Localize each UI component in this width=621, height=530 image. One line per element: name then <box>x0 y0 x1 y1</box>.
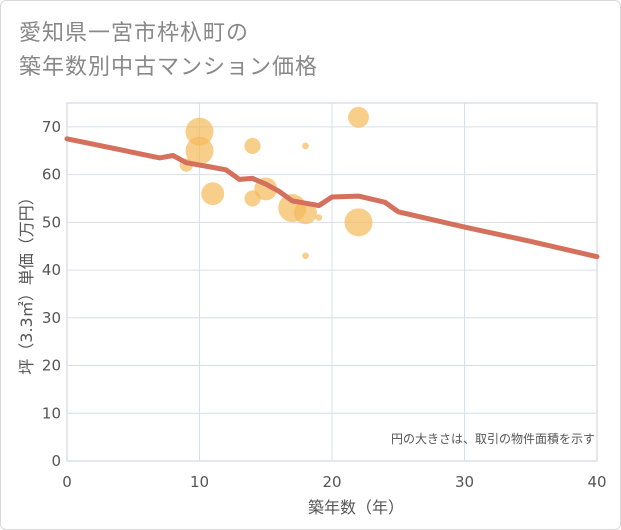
x-tick-label: 40 <box>587 473 606 491</box>
bubble-point <box>294 201 317 225</box>
bubble-point <box>201 182 225 206</box>
bubble-point <box>302 142 309 150</box>
x-tick-label: 20 <box>322 473 341 491</box>
bubble-point <box>344 208 373 237</box>
y-tick-label: 0 <box>51 452 61 470</box>
y-axis-title: 坪（3.3㎡）単価（万円） <box>17 189 36 374</box>
bubble-point <box>348 106 369 128</box>
y-tick-label: 70 <box>42 118 61 136</box>
trend-line <box>64 136 600 260</box>
trend-layer <box>64 136 600 260</box>
x-tick-label: 30 <box>455 473 474 491</box>
bubble-point <box>244 137 261 155</box>
bubble-point <box>185 136 214 165</box>
bubble-point <box>315 214 323 221</box>
y-tick-label: 20 <box>42 357 61 375</box>
y-tick-label: 40 <box>42 261 61 279</box>
chart-title: 愛知県一宮市枠杁町の 築年数別中古マンション価格 <box>19 21 319 80</box>
y-tick-label: 60 <box>42 166 61 184</box>
x-tick-labels: 0 10 20 30 40 <box>62 473 606 491</box>
size-note: 円の大きさは、取引の物件面積を示す <box>391 431 595 446</box>
x-axis-title: 築年数（年） <box>308 498 404 517</box>
y-tick-label: 30 <box>42 309 61 327</box>
bubble-point <box>302 252 309 260</box>
y-tick-labels: 0 10 20 30 40 50 60 70 <box>42 118 61 470</box>
y-tick-label: 10 <box>42 404 61 422</box>
x-tick-label: 0 <box>62 473 72 491</box>
bubble-layer <box>179 106 373 260</box>
y-tick-label: 50 <box>42 213 61 231</box>
x-tick-label: 10 <box>190 473 209 491</box>
